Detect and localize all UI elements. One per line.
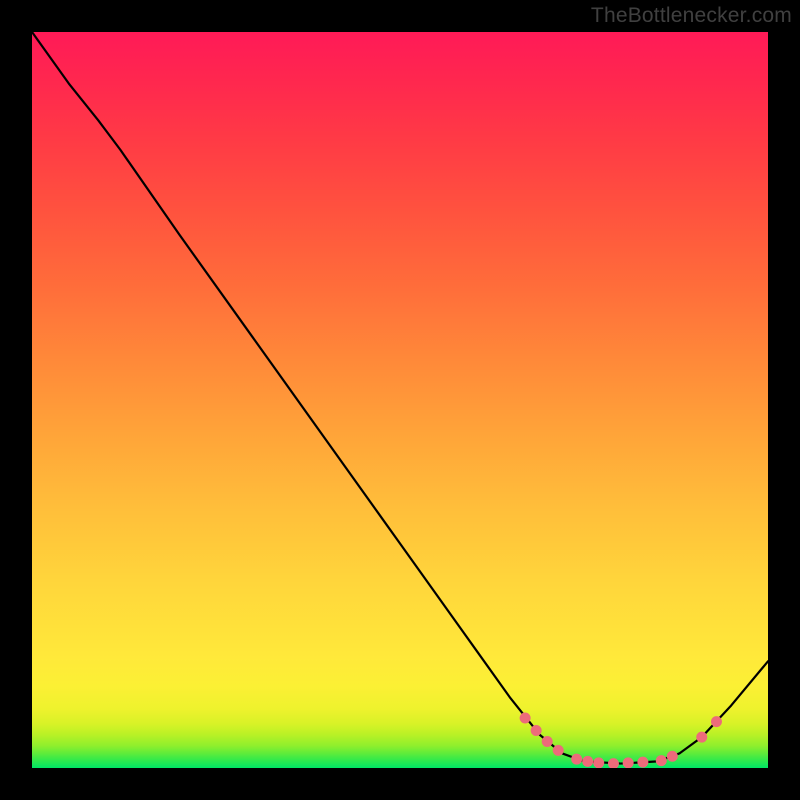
data-point <box>594 758 604 768</box>
watermark-text: TheBottlenecker.com <box>591 4 792 28</box>
data-point <box>656 756 666 766</box>
data-point <box>583 756 593 766</box>
chart-frame: TheBottlenecker.com <box>0 0 800 800</box>
data-point <box>520 713 530 723</box>
bottleneck-curve <box>32 32 768 764</box>
data-point <box>531 725 541 735</box>
data-point <box>553 745 563 755</box>
data-point <box>623 758 633 768</box>
data-point <box>608 759 618 768</box>
curve-layer <box>32 32 768 768</box>
data-point <box>638 757 648 767</box>
plot-area <box>32 32 768 768</box>
data-point <box>697 732 707 742</box>
data-point <box>572 754 582 764</box>
data-point <box>711 717 721 727</box>
data-point <box>542 737 552 747</box>
data-point <box>667 751 677 761</box>
